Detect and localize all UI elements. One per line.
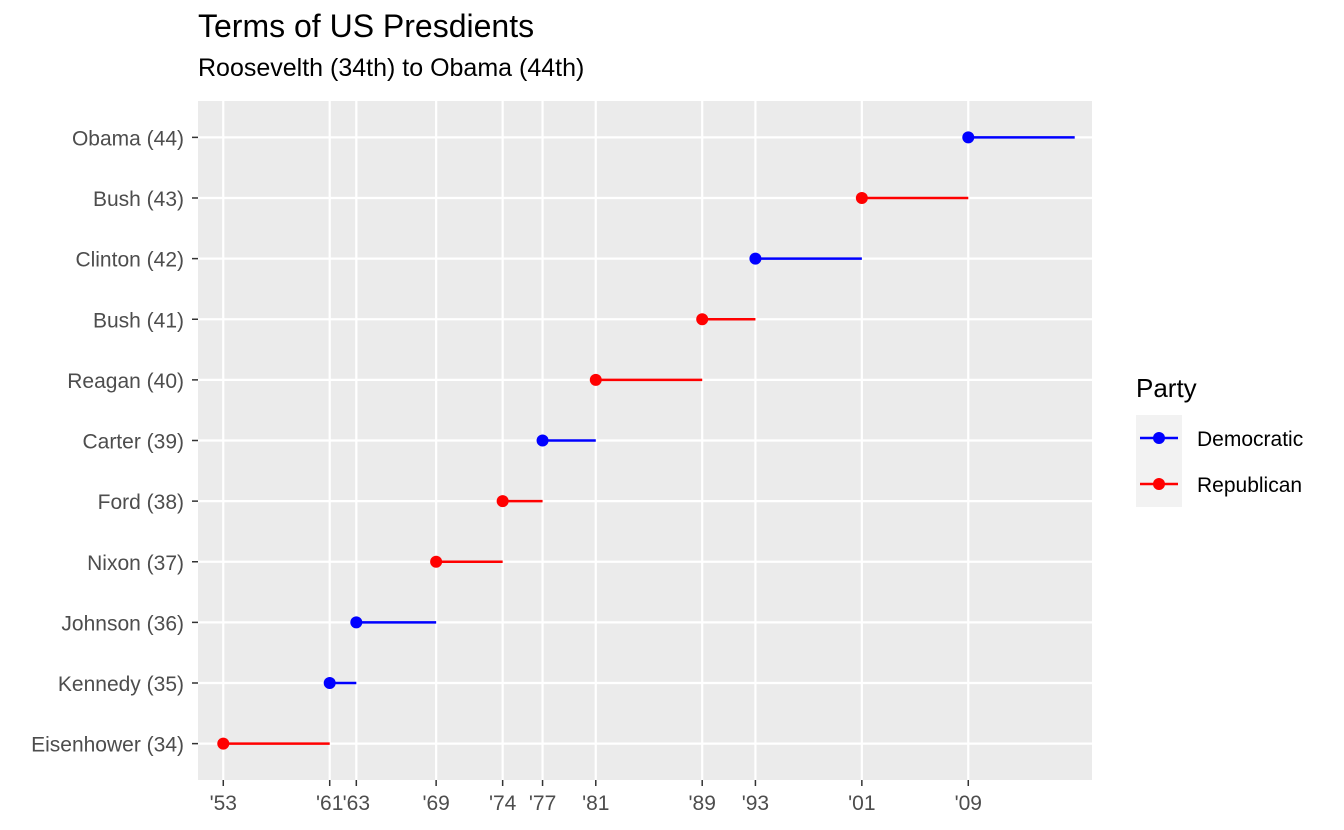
x-tick-label: '53 <box>210 792 237 815</box>
y-tick-label: Nixon (37) <box>87 552 184 575</box>
y-tick-label: Clinton (42) <box>75 249 184 272</box>
legend: Party Democratic Republican <box>1136 373 1303 507</box>
x-tick-label: '61 <box>316 792 343 815</box>
chart-marks <box>217 131 1075 750</box>
y-tick-label: Bush (41) <box>93 309 184 332</box>
y-axis-labels: Eisenhower (34) Kennedy (35) Johnson (36) N… <box>31 127 198 757</box>
legend-items: Democratic Republican <box>1140 428 1303 497</box>
x-tick-label: '09 <box>955 792 982 815</box>
legend-key-point <box>1153 478 1165 490</box>
term-start-point <box>536 434 549 447</box>
term-start-point <box>323 677 336 689</box>
legend-label: Democratic <box>1197 428 1303 451</box>
x-tick-label: '74 <box>489 792 517 815</box>
legend-keys-background <box>1136 415 1182 507</box>
y-tick-label: Carter (39) <box>82 431 184 454</box>
legend-label: Republican <box>1197 474 1302 497</box>
term-start-point <box>217 737 230 750</box>
x-tick-label: '01 <box>848 792 875 815</box>
term-start-point <box>749 252 762 265</box>
x-axis-labels: '53 '61'63 '69 '74 '77 '81 '89 '93 '01 '09 <box>210 780 982 815</box>
y-tick-label: Obama (44) <box>72 127 184 150</box>
y-tick-label: Ford (38) <box>98 491 184 514</box>
y-tick-label: Bush (43) <box>93 188 184 211</box>
y-tick-label: Kennedy (35) <box>58 673 184 696</box>
x-tick-label: '81 <box>582 792 609 815</box>
legend-key-point <box>1153 432 1165 444</box>
term-start-point <box>496 495 509 508</box>
term-start-point <box>962 131 975 144</box>
y-tick-label: Eisenhower (34) <box>31 734 184 757</box>
term-start-point <box>855 192 868 204</box>
term-start-point <box>589 373 602 386</box>
x-tick-label: '77 <box>529 792 556 815</box>
x-tick-label: '63 <box>343 792 370 815</box>
grid-lines <box>198 101 1092 780</box>
y-tick-label: Johnson (36) <box>61 612 184 635</box>
x-tick-label: '69 <box>422 792 449 815</box>
chart-title: Terms of US Presdients <box>198 8 535 44</box>
term-start-point <box>696 313 709 326</box>
y-tick-label: Reagan (40) <box>67 370 184 393</box>
chart-subtitle: Roosevelth (34th) to Obama (44th) <box>198 54 585 82</box>
term-start-point <box>350 616 363 629</box>
x-tick-label: '93 <box>742 792 769 815</box>
legend-title: Party <box>1136 373 1197 403</box>
term-start-point <box>430 555 443 568</box>
x-tick-label: '89 <box>689 792 716 815</box>
